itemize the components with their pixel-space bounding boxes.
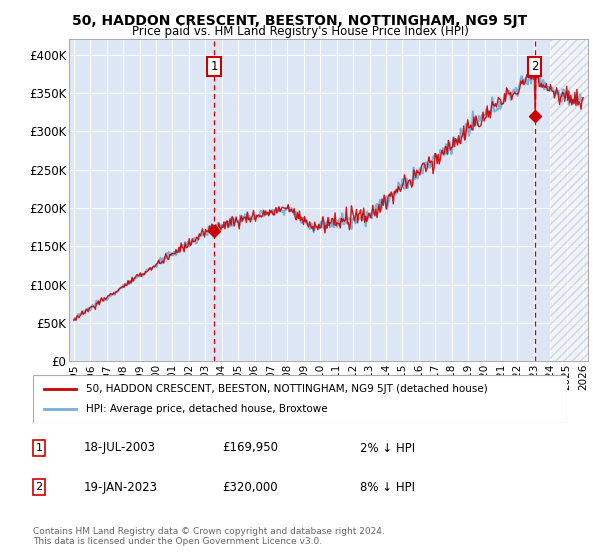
- Text: Contains HM Land Registry data © Crown copyright and database right 2024.
This d: Contains HM Land Registry data © Crown c…: [33, 526, 385, 546]
- FancyBboxPatch shape: [33, 375, 567, 423]
- Text: 2: 2: [35, 482, 43, 492]
- Text: 50, HADDON CRESCENT, BEESTON, NOTTINGHAM, NG9 5JT (detached house): 50, HADDON CRESCENT, BEESTON, NOTTINGHAM…: [86, 384, 488, 394]
- Text: 1: 1: [211, 60, 218, 73]
- Text: Price paid vs. HM Land Registry's House Price Index (HPI): Price paid vs. HM Land Registry's House …: [131, 25, 469, 38]
- Text: HPI: Average price, detached house, Broxtowe: HPI: Average price, detached house, Brox…: [86, 404, 328, 414]
- Text: 19-JAN-2023: 19-JAN-2023: [84, 480, 158, 494]
- Text: 1: 1: [35, 443, 43, 453]
- Bar: [550, 39, 599, 361]
- Text: £169,950: £169,950: [222, 441, 278, 455]
- Text: 8% ↓ HPI: 8% ↓ HPI: [360, 480, 415, 494]
- Text: 50, HADDON CRESCENT, BEESTON, NOTTINGHAM, NG9 5JT: 50, HADDON CRESCENT, BEESTON, NOTTINGHAM…: [73, 14, 527, 28]
- Text: 2: 2: [531, 60, 538, 73]
- Text: 2% ↓ HPI: 2% ↓ HPI: [360, 441, 415, 455]
- Text: 18-JUL-2003: 18-JUL-2003: [84, 441, 156, 455]
- Text: £320,000: £320,000: [222, 480, 278, 494]
